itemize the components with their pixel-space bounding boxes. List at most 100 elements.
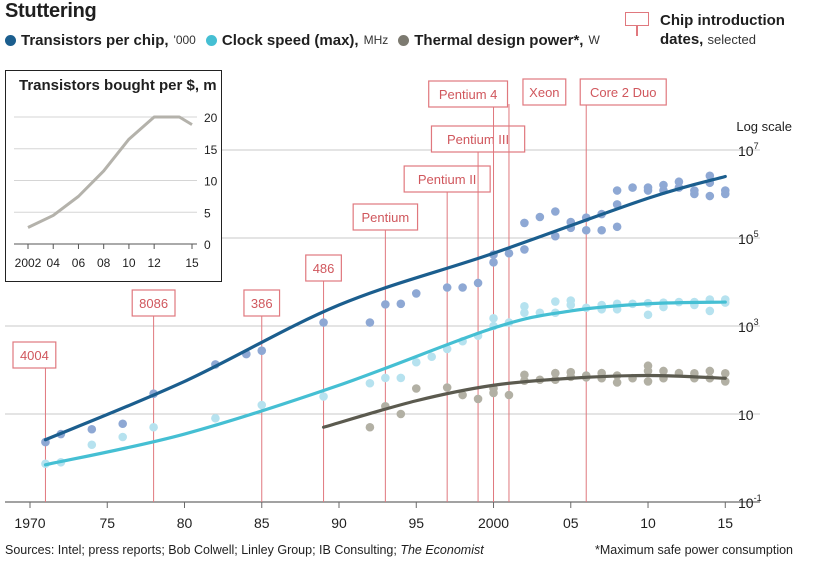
transistors-point [118, 419, 128, 429]
clock-point [705, 306, 715, 316]
legend-item-transistors: Transistors per chip, '000 [5, 32, 196, 49]
chip-label: 4004 [20, 348, 49, 363]
chip-box [428, 80, 509, 108]
transistors-point [257, 346, 267, 355]
chip-label: 8086 [139, 296, 168, 311]
inset-y-tick-label: 15 [204, 143, 218, 157]
y-tick-label: 105 [738, 229, 759, 247]
transistors-point [489, 258, 498, 267]
inset-title: Transistors bought per $, m [19, 77, 217, 94]
legend-label-transistors: Transistors per chip, [21, 31, 169, 49]
inset-y-tick-label: 20 [204, 111, 218, 125]
legend-label-clock: Clock speed (max), [221, 31, 359, 49]
y-tick-exponent: 3 [754, 317, 759, 327]
y-tick-base: 10 [738, 495, 754, 511]
inset-x-tick-label: 08 [97, 256, 111, 270]
transistors-point [411, 289, 421, 298]
clock-point [319, 392, 328, 401]
legend-swatch-transistors [5, 34, 16, 46]
inset-y-tick-label: 10 [204, 175, 218, 189]
chip-box [305, 254, 342, 282]
power-point [659, 366, 668, 376]
chip-legend-line2: dates, selected [660, 30, 785, 49]
chip-legend-line1: Chip introduction [660, 12, 785, 29]
power-point [720, 369, 730, 378]
clock-point [520, 308, 529, 318]
footer-note: *Maximum safe power consumption [595, 543, 793, 557]
clock-point [87, 440, 97, 450]
clock-point [489, 313, 498, 323]
inset-x-tick-label: 2002 [15, 256, 42, 270]
clock-point [551, 297, 560, 306]
y-tick-exponent: 7 [754, 141, 759, 151]
transistors-point [535, 212, 545, 222]
chip-box [403, 165, 491, 193]
power-point [643, 377, 653, 386]
chip-legend-stem [636, 26, 638, 36]
transistors-point [473, 278, 483, 288]
transistors-point [520, 245, 529, 254]
power-point [442, 383, 452, 392]
transistors-point [551, 207, 560, 216]
clock-point [427, 352, 437, 362]
inset-plot: 0 5 10 15 20 2002 04 06 08 10 12 15 [14, 111, 218, 270]
clock-point [365, 378, 375, 388]
y-tick-base: 10 [738, 143, 754, 159]
transistors-point [643, 183, 653, 192]
transistors-point [612, 186, 622, 195]
clock-point [659, 302, 668, 312]
x-tick-label: 95 [408, 515, 424, 531]
power-point [411, 384, 421, 393]
inset-x-tick-label: 15 [185, 256, 199, 270]
power-point [705, 366, 715, 376]
inset-y-tick-label: 0 [204, 238, 211, 252]
power-point [458, 390, 467, 400]
chip-legend: Chip introduction dates, selected [625, 11, 785, 49]
inset-x-tick-label: 06 [72, 256, 86, 270]
y-tick-exponent: 5 [754, 229, 759, 239]
transistors-point [720, 189, 730, 199]
chip-label: Xeon [529, 85, 559, 100]
y-tick-base: 10 [738, 319, 754, 335]
legend-swatch-clock [205, 34, 217, 46]
x-tick-label: 80 [177, 515, 193, 531]
x-axis: 1970 75 80 85 90 95 2000 05 10 15 [14, 502, 733, 531]
transistors-point [551, 231, 560, 241]
x-tick-label: 05 [563, 515, 579, 531]
y-tick-base: 10 [738, 407, 754, 423]
transistors-point [612, 222, 622, 232]
transistors-point [705, 191, 715, 201]
transistors-point [319, 318, 328, 327]
x-tick-label: 15 [717, 515, 733, 531]
chip-label: Pentium III [447, 132, 509, 147]
chip-box [243, 289, 281, 317]
legend: Transistors per chip, '000 Clock speed (… [5, 30, 610, 50]
transistors-point [659, 180, 668, 190]
chip-legend-selected: selected [707, 32, 756, 47]
clock-point [643, 310, 653, 320]
transistors-point [690, 186, 699, 195]
transistors-point [442, 283, 452, 292]
clock-point [211, 413, 220, 423]
clock-point [411, 357, 421, 367]
transistors-point [581, 225, 591, 235]
y-tick-label: 107 [738, 141, 759, 159]
transistors-point [628, 183, 637, 192]
x-tick-label: 85 [254, 515, 270, 531]
clock-point [118, 432, 128, 442]
y-tick-label: 10 [738, 407, 754, 423]
clock-point [149, 422, 158, 432]
chip-label: Core 2 Duo [590, 85, 656, 100]
clock-point [566, 300, 576, 310]
transistors-point [87, 424, 97, 434]
y-tick-exponent: -1 [754, 493, 762, 503]
transistors-point [705, 171, 715, 181]
inset-x-tick-label: 10 [122, 256, 136, 270]
chart-title: Stuttering [5, 0, 97, 22]
inset-x-tick-label: 12 [147, 256, 161, 270]
transistors-point [458, 283, 467, 292]
chip-label: Pentium [362, 210, 410, 225]
x-tick-label: 2000 [478, 515, 509, 531]
power-point [473, 394, 483, 404]
y-scale-label: Log scale [736, 119, 792, 134]
